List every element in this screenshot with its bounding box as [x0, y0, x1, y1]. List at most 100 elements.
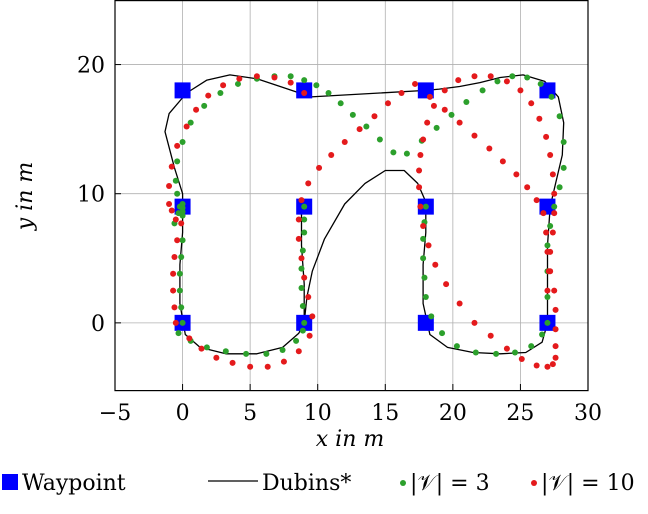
v10-point	[305, 180, 312, 187]
v3-point	[539, 331, 546, 338]
v3-point	[301, 203, 308, 210]
v3-point	[376, 136, 383, 143]
v10-point	[205, 92, 212, 99]
v3-point	[420, 255, 427, 262]
v3-point	[537, 80, 544, 87]
v3-point	[337, 100, 344, 107]
v10-point	[178, 220, 185, 227]
v10-point	[306, 332, 313, 339]
v10-point	[549, 229, 556, 236]
v3-point	[179, 237, 186, 244]
v10-point	[499, 158, 506, 165]
v3-point	[179, 319, 186, 326]
v3-point	[263, 350, 270, 357]
v10-point	[287, 79, 294, 86]
v3-point	[301, 216, 308, 223]
v10-point	[186, 335, 193, 342]
v10-point	[443, 281, 450, 288]
v3-point	[512, 349, 519, 356]
legend-waypoint-label: Waypoint	[22, 471, 126, 496]
v3-point	[179, 201, 186, 208]
v10-point	[533, 362, 540, 369]
v10-point	[426, 93, 433, 100]
v3-point	[422, 294, 429, 301]
v3-point	[172, 177, 179, 184]
v3-point	[363, 123, 370, 130]
v3-point	[175, 330, 182, 337]
v3-point	[201, 102, 208, 109]
y-axis-label: y in m	[13, 162, 38, 231]
v3-point	[420, 235, 427, 242]
v10-point	[417, 203, 424, 210]
v10-point	[513, 171, 520, 178]
v3-point	[203, 344, 210, 351]
v10-point	[416, 184, 423, 191]
v3-point	[524, 74, 531, 81]
v10-point	[174, 142, 181, 149]
v3-point	[551, 203, 558, 210]
v10-point	[487, 332, 494, 339]
v10-point	[420, 136, 427, 143]
x-axis-label: x in m	[316, 427, 384, 452]
x-tick-label: 0	[176, 401, 190, 426]
v10-point	[551, 190, 558, 197]
v10-point	[551, 287, 558, 294]
v10-point	[528, 100, 535, 107]
v10-point	[456, 119, 463, 126]
v10-point	[198, 345, 205, 352]
v10-point	[183, 123, 190, 130]
v3-point	[428, 313, 435, 320]
v10-point	[471, 132, 478, 139]
v3-point	[222, 348, 229, 355]
v10-point	[417, 151, 424, 158]
v10-point	[425, 242, 432, 249]
legend-v10-swatch	[531, 480, 537, 486]
v10-point	[298, 255, 305, 262]
v3-point	[176, 270, 183, 277]
plot-series	[164, 73, 567, 370]
v3-point	[179, 139, 186, 146]
legend: Waypoint Dubins* |𝒱| = 3 |𝒱| = 10	[2, 471, 635, 496]
v10-point	[168, 207, 175, 214]
v3-point	[243, 350, 250, 357]
v10-point	[430, 102, 437, 109]
v3-point	[349, 111, 356, 118]
v10-point	[471, 319, 478, 326]
v10-point	[503, 78, 510, 85]
v3-point	[472, 349, 479, 356]
v3-point	[187, 119, 194, 126]
v3-point	[422, 203, 429, 210]
dubins-path-line	[164, 74, 565, 355]
legend-v10-label: |𝒱| = 10	[541, 471, 635, 496]
v10-point	[341, 139, 348, 146]
x-tick-label: −5	[99, 401, 131, 426]
v3-point	[556, 184, 563, 191]
v10-point	[166, 182, 173, 189]
v10-point	[518, 356, 525, 363]
v10-point	[301, 274, 308, 281]
legend-v3-swatch	[400, 480, 406, 486]
waypoint-marker	[174, 82, 191, 99]
v3-point	[547, 222, 554, 229]
v10-point	[432, 261, 439, 268]
v3-point	[299, 303, 306, 310]
v10-point	[471, 73, 478, 80]
v3-point	[325, 89, 332, 96]
v10-point	[524, 184, 531, 191]
v10-point	[552, 343, 559, 350]
v10-point	[295, 348, 302, 355]
v10-point	[424, 119, 431, 126]
v3-point	[453, 343, 460, 350]
v3-point	[448, 111, 455, 118]
v10-point	[552, 354, 559, 361]
v3-point	[544, 319, 551, 326]
v3-point	[463, 99, 470, 106]
v3-point	[299, 247, 306, 254]
x-tick-label: 20	[439, 401, 467, 426]
v10-point	[213, 354, 220, 361]
v10-point	[298, 197, 305, 204]
v3-point	[234, 80, 241, 87]
v3-point	[176, 287, 183, 294]
v10-point	[536, 115, 543, 122]
y-axis-ticks: 0 10 20	[77, 54, 121, 337]
